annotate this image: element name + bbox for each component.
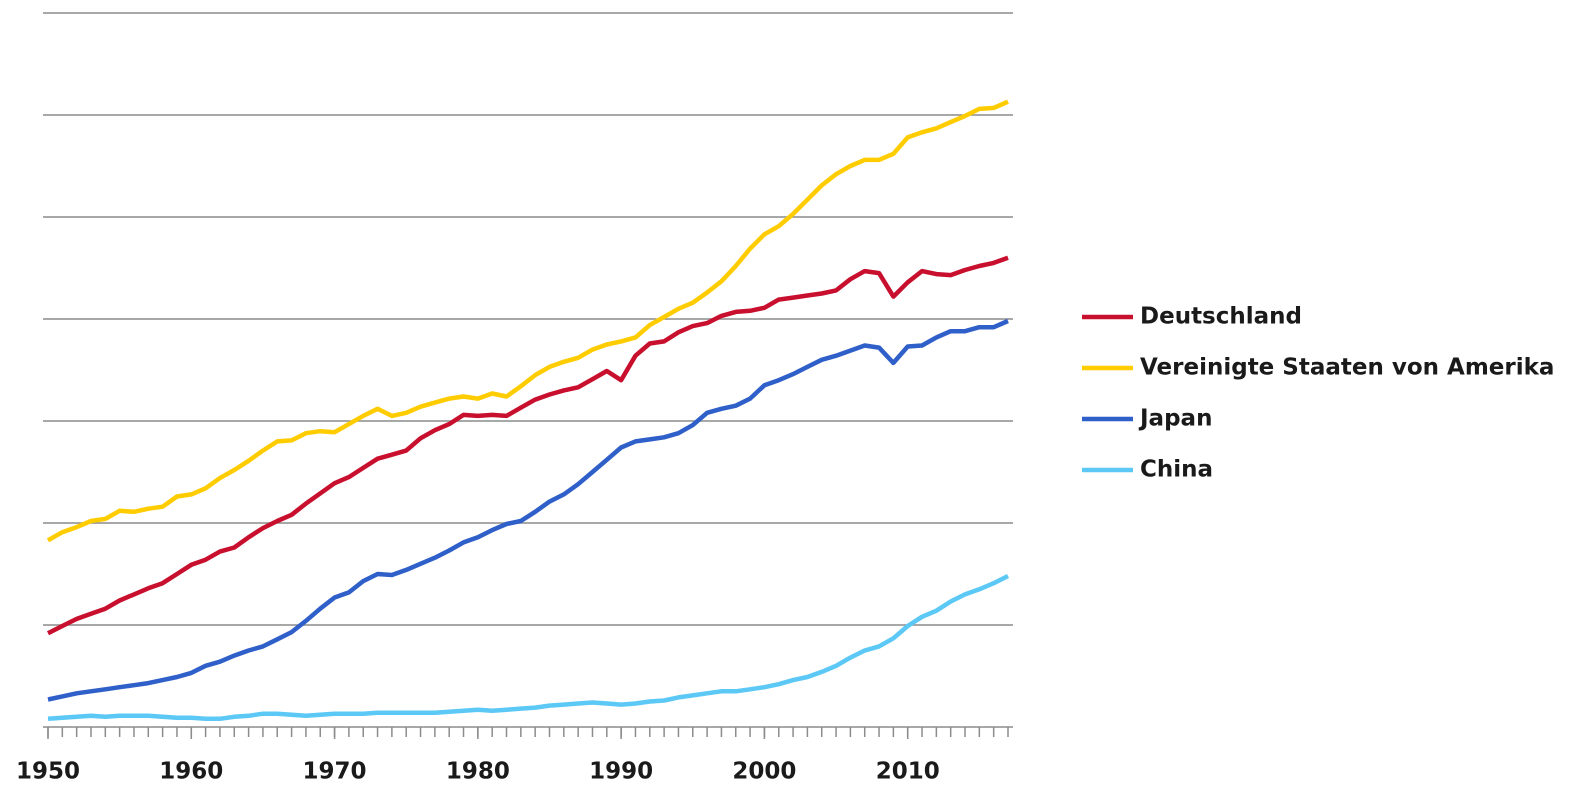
x-tick-label: 1980 bbox=[446, 759, 510, 785]
x-tick-label: 1990 bbox=[589, 759, 653, 785]
legend-label: Deutschland bbox=[1140, 304, 1302, 330]
x-tick-label: 1970 bbox=[303, 759, 367, 785]
series-line bbox=[46, 99, 1009, 543]
series-line bbox=[47, 573, 1010, 722]
x-tick-label: 2010 bbox=[876, 759, 940, 785]
x-tick-label: 2000 bbox=[732, 759, 796, 785]
x-tick-label: 1950 bbox=[16, 759, 80, 785]
x-tick-label: 1960 bbox=[159, 759, 223, 785]
series-line bbox=[46, 255, 1009, 636]
series-line bbox=[47, 318, 1009, 702]
legend-label: Japan bbox=[1138, 406, 1212, 432]
legend-label: Vereinigte Staaten von Amerika bbox=[1140, 355, 1554, 381]
legend-label: China bbox=[1140, 457, 1213, 483]
